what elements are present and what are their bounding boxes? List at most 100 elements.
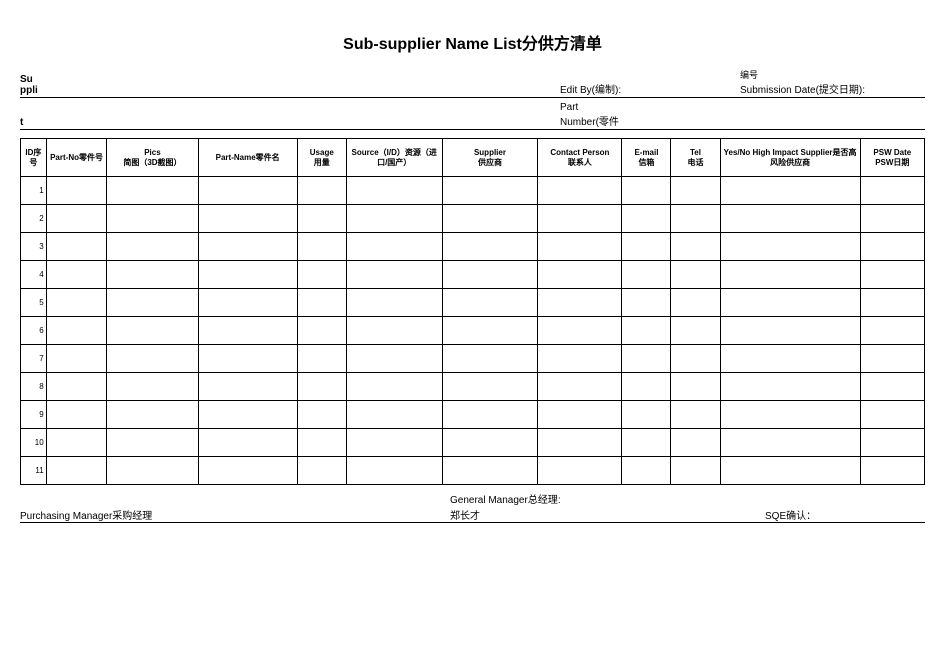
table-cell (720, 401, 860, 429)
row-id-cell: 10 (21, 429, 47, 457)
table-cell (297, 457, 346, 485)
table-cell (622, 345, 671, 373)
table-cell (860, 317, 924, 345)
supplier-label-line-1: Su (20, 74, 50, 85)
table-cell (46, 457, 107, 485)
table-cell (46, 373, 107, 401)
submission-date-label: Submission Date(提交日期): (740, 81, 925, 96)
table-cell (538, 345, 622, 373)
doc-number-label: 编号 (740, 68, 925, 81)
table-cell (720, 177, 860, 205)
table-cell (671, 401, 720, 429)
row-id-cell: 7 (21, 345, 47, 373)
col-header-usage: Usage用量 (297, 139, 346, 177)
table-cell (442, 205, 538, 233)
table-cell (860, 261, 924, 289)
table-cell (107, 289, 198, 317)
table-row: 8 (21, 373, 925, 401)
table-cell (720, 317, 860, 345)
table-cell (46, 177, 107, 205)
table-cell (538, 261, 622, 289)
table-cell (346, 317, 442, 345)
table-cell (720, 289, 860, 317)
col-header-partno: Part-No零件号 (46, 139, 107, 177)
table-cell (346, 401, 442, 429)
table-cell (46, 345, 107, 373)
table-cell (346, 457, 442, 485)
table-cell (671, 177, 720, 205)
table-cell (622, 177, 671, 205)
table-cell (442, 373, 538, 401)
table-cell (860, 177, 924, 205)
table-cell (107, 205, 198, 233)
table-cell (46, 289, 107, 317)
table-cell (720, 261, 860, 289)
table-cell (297, 373, 346, 401)
table-cell (346, 205, 442, 233)
table-cell (346, 289, 442, 317)
table-cell (538, 205, 622, 233)
table-cell (198, 261, 297, 289)
table-cell (442, 317, 538, 345)
table-cell (297, 261, 346, 289)
table-cell (622, 317, 671, 345)
table-cell (442, 289, 538, 317)
footer: General Manager总经理: Purchasing Manager采购… (20, 491, 925, 523)
table-cell (720, 233, 860, 261)
table-cell (671, 233, 720, 261)
gm-name: 郑长才 (450, 507, 765, 522)
table-cell (346, 233, 442, 261)
table-row: 7 (21, 345, 925, 373)
supplier-label-line-2: ppli (20, 85, 50, 96)
table-row: 4 (21, 261, 925, 289)
table-cell (860, 289, 924, 317)
row-id-cell: 5 (21, 289, 47, 317)
table-row: 11 (21, 457, 925, 485)
row-id-cell: 6 (21, 317, 47, 345)
table-cell (46, 401, 107, 429)
table-cell (346, 345, 442, 373)
table-cell (442, 233, 538, 261)
col-header-partname: Part-Name零件名 (198, 139, 297, 177)
supplier-label-line-3: t (20, 117, 50, 128)
table-row: 1 (21, 177, 925, 205)
table-cell (671, 261, 720, 289)
table-cell (107, 177, 198, 205)
table-cell (198, 289, 297, 317)
table-cell (297, 345, 346, 373)
table-row: 5 (21, 289, 925, 317)
table-cell (442, 401, 538, 429)
table-row: 2 (21, 205, 925, 233)
table-cell (622, 205, 671, 233)
table-row: 9 (21, 401, 925, 429)
table-cell (622, 373, 671, 401)
col-header-psw: PSW DatePSW日期 (860, 139, 924, 177)
col-header-pics: Pics简图（3D截图） (107, 139, 198, 177)
table-cell (442, 261, 538, 289)
table-cell (860, 401, 924, 429)
table-cell (538, 317, 622, 345)
table-cell (346, 429, 442, 457)
table-cell (198, 205, 297, 233)
table-cell (297, 205, 346, 233)
table-cell (671, 429, 720, 457)
row-id-cell: 2 (21, 205, 47, 233)
table-cell (46, 261, 107, 289)
table-cell (198, 177, 297, 205)
page-title: Sub-supplier Name List分供方清单 (20, 30, 925, 54)
table-cell (297, 317, 346, 345)
table-cell (297, 401, 346, 429)
table-cell (442, 429, 538, 457)
row-id-cell: 11 (21, 457, 47, 485)
table-cell (198, 233, 297, 261)
table-cell (622, 401, 671, 429)
table-cell (198, 401, 297, 429)
table-cell (538, 429, 622, 457)
table-cell (107, 401, 198, 429)
table-cell (720, 457, 860, 485)
table-cell (442, 177, 538, 205)
row-id-cell: 8 (21, 373, 47, 401)
col-header-supplier: Supplier供应商 (442, 139, 538, 177)
table-cell (107, 457, 198, 485)
table-cell (671, 289, 720, 317)
